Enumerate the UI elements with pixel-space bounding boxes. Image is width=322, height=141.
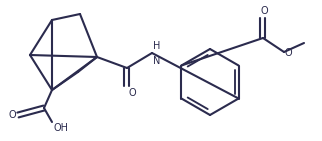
Text: N: N — [153, 56, 160, 66]
Text: O: O — [260, 6, 268, 16]
Text: O: O — [129, 88, 137, 98]
Text: H: H — [153, 41, 160, 51]
Text: O: O — [8, 110, 16, 120]
Text: OH: OH — [53, 123, 68, 133]
Text: O: O — [285, 48, 293, 58]
